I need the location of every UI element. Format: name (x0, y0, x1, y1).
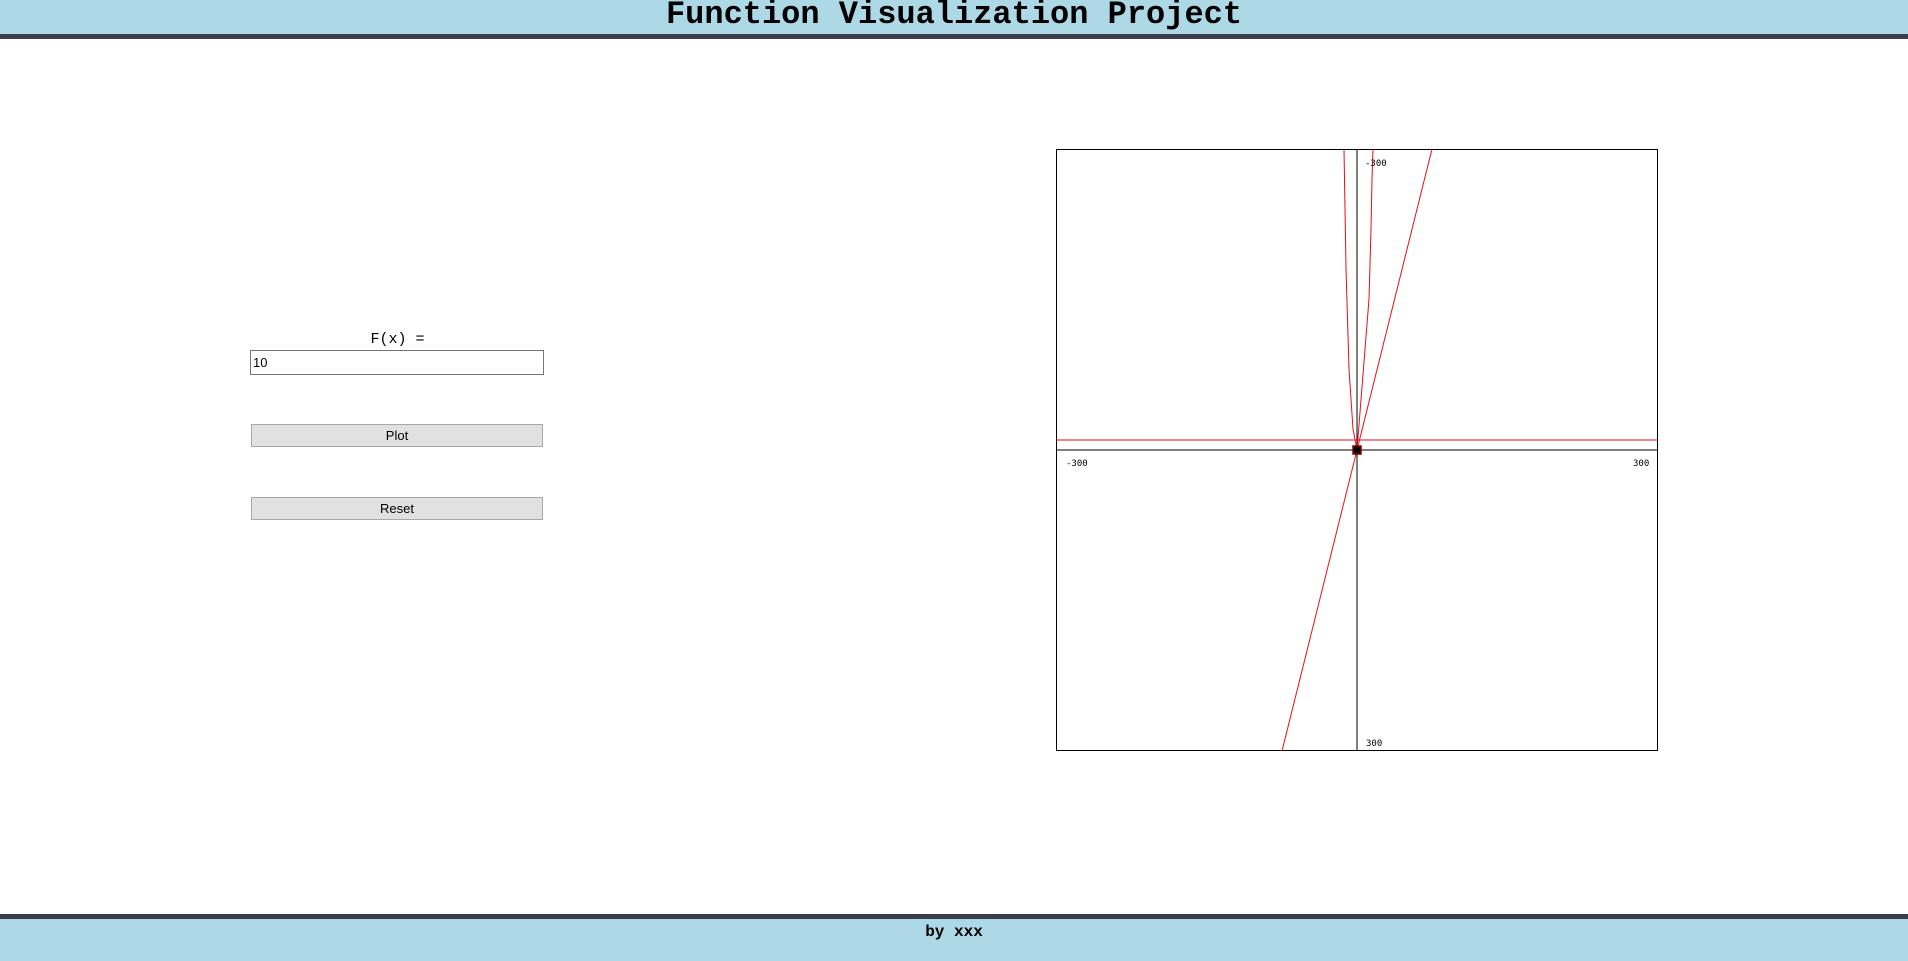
curve-parabola (1343, 149, 1358, 451)
fx-label: F(x) = (370, 331, 425, 348)
graph-canvas[interactable]: -300 -300 300 300 (1056, 149, 1658, 751)
origin-marker (1352, 445, 1362, 455)
fx-input[interactable] (250, 350, 544, 375)
reset-button[interactable]: Reset (251, 497, 543, 520)
tick-label-left: -300 (1066, 459, 1088, 469)
page-title: Function Visualization Project (665, 0, 1243, 33)
footer-credit: by xxx (925, 923, 983, 941)
footer-bar: by xxx (0, 914, 1908, 961)
header-bar: Function Visualization Project (0, 0, 1908, 39)
plot-button[interactable]: Plot (251, 424, 543, 447)
graph-svg: -300 -300 300 300 (1056, 149, 1658, 751)
tick-label-top: -300 (1365, 159, 1387, 169)
function-controls: F(x) = Plot Reset (250, 330, 545, 520)
tick-label-bottom: 300 (1366, 739, 1382, 749)
curve-steep (1356, 149, 1374, 451)
tick-label-right: 300 (1633, 459, 1649, 469)
